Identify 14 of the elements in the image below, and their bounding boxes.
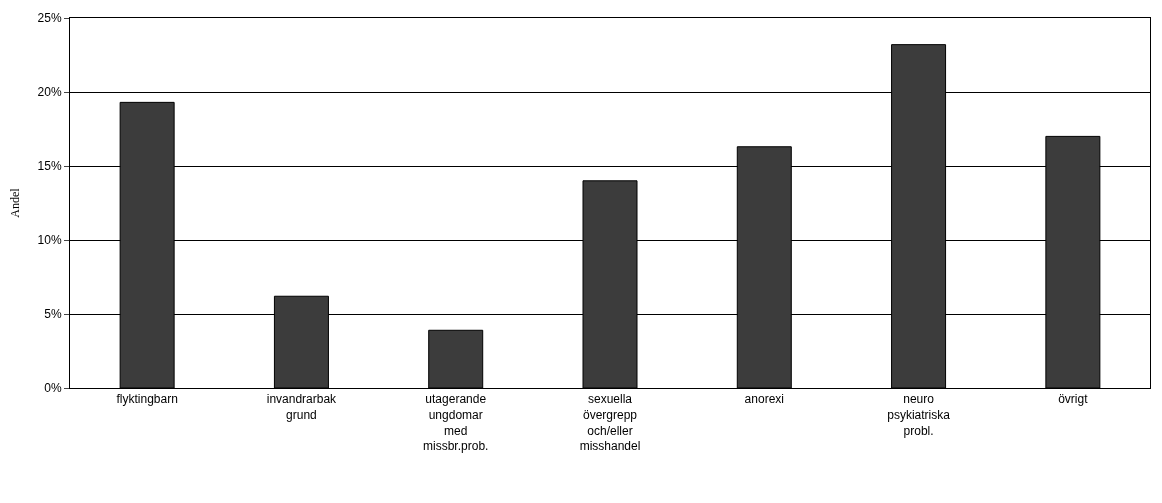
x-tick-label: utagerande ungdomar med missbr.prob. <box>423 392 489 454</box>
y-axis-title: Andel <box>7 187 22 218</box>
y-tick-label: 0% <box>44 381 62 396</box>
x-tick-label: sexuella övergrepp och/eller misshandel <box>579 392 641 454</box>
y-tick-label: 15% <box>37 159 62 174</box>
y-tick-label: 5% <box>44 307 62 322</box>
x-tick-label: övrigt <box>1058 392 1089 407</box>
y-tick-label: 25% <box>37 11 62 26</box>
y-tick-label: 10% <box>37 233 62 248</box>
x-tick-label: anorexi <box>744 392 784 407</box>
x-tick-label: invandrarbak grund <box>266 392 338 422</box>
y-tick-label: 20% <box>37 85 62 100</box>
x-tick-label: flyktingbarn <box>116 392 178 407</box>
x-tick-label: neuro psykiatriska probl. <box>887 392 951 438</box>
